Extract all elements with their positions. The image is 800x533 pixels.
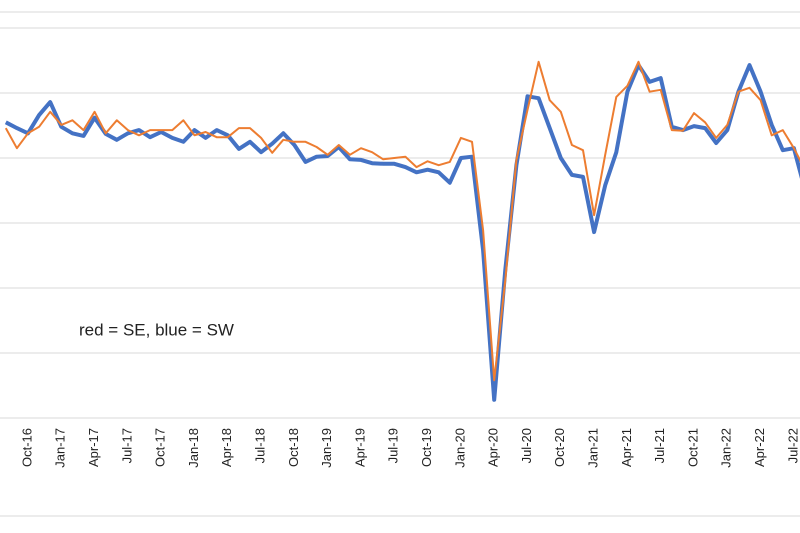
x-tick-label: Jul-18 [253, 428, 268, 463]
x-tick-label: Apr-21 [619, 428, 634, 467]
x-tick-label: Jan-17 [53, 428, 68, 468]
x-tick-label: Oct-20 [552, 428, 567, 467]
x-tick-label: Apr-22 [752, 428, 767, 467]
x-tick-label: Jan-21 [586, 428, 601, 468]
series-line [4, 63, 800, 402]
x-tick-label: Jul-21 [652, 428, 667, 463]
x-tick-label: Jul-22 [785, 428, 800, 463]
x-tick-label: Oct-19 [419, 428, 434, 467]
x-tick-label: Jan-18 [186, 428, 201, 468]
x-tick-label: Apr-18 [219, 428, 234, 467]
annotation: red = SE, blue = SW [79, 320, 234, 339]
x-tick-label: Oct-21 [685, 428, 700, 467]
x-tick-label: Jul-19 [386, 428, 401, 463]
x-tick-label: Apr-19 [352, 428, 367, 467]
x-tick-label: Oct-16 [19, 428, 34, 467]
grid [0, 27, 800, 419]
x-tick-label: Jan-22 [719, 428, 734, 468]
x-axis: Oct-16 Jan-17 Apr-17 Jul-17 Oct-17 Jan-18 Apr-… [19, 428, 800, 468]
x-tick-label: Jul-20 [519, 428, 534, 463]
x-tick-label: Apr-20 [486, 428, 501, 467]
series-line [4, 60, 800, 382]
x-tick-label: Oct-18 [286, 428, 301, 467]
x-tick-label: Jan-20 [452, 428, 467, 468]
x-tick-label: Apr-17 [86, 428, 101, 467]
x-tick-label: Oct-17 [153, 428, 168, 467]
x-tick-label: Jan-19 [319, 428, 334, 468]
x-tick-label: Jul-17 [119, 428, 134, 463]
lines [4, 60, 800, 402]
